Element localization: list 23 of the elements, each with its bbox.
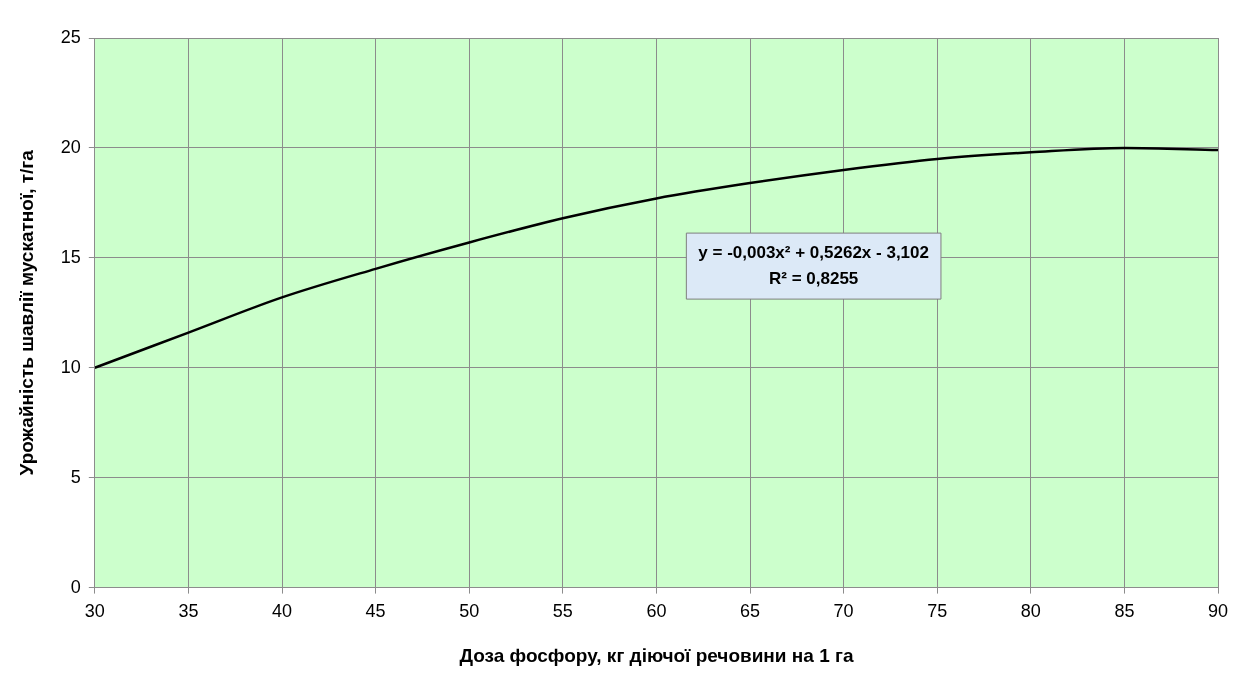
annotation: y = -0,003x² + 0,5262x - 3,102 (698, 242, 929, 262)
x-tick-label: 40 (272, 601, 293, 622)
x-tick-label: 75 (927, 601, 948, 622)
x-tick-label: 80 (1020, 601, 1041, 622)
x-tick-label: 65 (739, 601, 761, 622)
x-tick-label: 60 (646, 601, 667, 622)
annotation: R² = 0,8255 (769, 268, 859, 288)
y-axis-title: Урожайність шавлії мускатної, т/га (15, 149, 37, 476)
x-tick-label: 70 (833, 601, 854, 622)
x-tick-label: 30 (84, 601, 105, 622)
x-tick-label: 50 (459, 601, 480, 622)
x-axis-title: Доза фосфору, кг діючої речовини на 1 га (459, 644, 854, 666)
y-tick-label: 0 (70, 576, 81, 597)
x-tick-label: 90 (1207, 601, 1229, 622)
x-tick-label: 55 (552, 601, 573, 622)
y-tick-label: 20 (60, 136, 81, 157)
y-tick-label: 25 (60, 26, 81, 47)
y-tick-label: 5 (70, 466, 81, 487)
y-tick-label: 10 (60, 356, 81, 377)
x-tick-label: 35 (178, 601, 199, 622)
x-tick-label: 85 (1114, 601, 1135, 622)
x-tick-label: 45 (365, 601, 386, 622)
y-tick-label: 15 (60, 246, 81, 267)
